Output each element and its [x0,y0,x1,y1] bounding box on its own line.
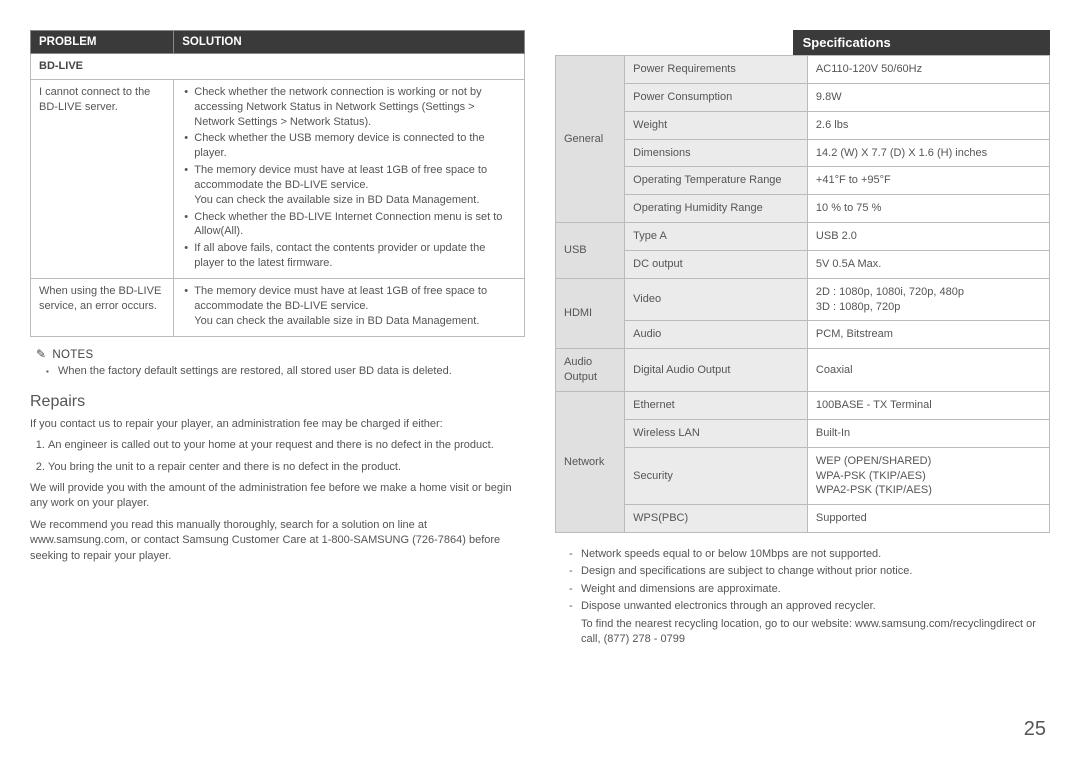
spec-value: 2.6 lbs [807,111,1049,139]
bullet-item: Check whether the USB memory device is c… [182,131,516,161]
spec-value: Coaxial [807,349,1049,392]
list-item: An engineer is called out to your home a… [48,438,525,453]
bullet-item: The memory device must have at least 1GB… [182,284,516,329]
note-item: When the factory default settings are re… [36,364,525,379]
spec-value: 9.8W [807,83,1049,111]
problem-cell: I cannot connect to the BD-LIVE server. [31,79,174,278]
spec-param: WPS(PBC) [625,505,808,533]
spec-param: Ethernet [625,391,808,419]
spec-footnotes: Network speeds equal to or below 10Mbps … [569,547,1050,647]
spec-param: Weight [625,111,808,139]
spec-param: Type A [625,223,808,251]
bullet-subtext: You can check the available size in BD D… [194,193,516,208]
footnote: Dispose unwanted electronics through an … [569,599,1050,614]
footnote: Weight and dimensions are approximate. [569,582,1050,597]
spec-param: DC output [625,250,808,278]
spec-category: General [556,56,625,223]
notes-heading: NOTES [36,347,525,361]
list-item: You bring the unit to a repair center an… [48,460,525,475]
spec-value: AC110-120V 50/60Hz [807,56,1049,84]
bullet-item: The memory device must have at least 1GB… [182,163,516,208]
section-bdlive: BD-Live [31,54,525,80]
spec-value: USB 2.0 [807,223,1049,251]
spec-value: 2D : 1080p, 1080i, 720p, 480p 3D : 1080p… [807,278,1049,321]
right-column: Specifications General Power Requirement… [540,30,1050,741]
spec-value: Built-In [807,419,1049,447]
spec-param: Digital Audio Output [625,349,808,392]
repairs-heading: Repairs [30,393,525,411]
bullet-text: The memory device must have at least 1GB… [194,164,487,191]
spec-value: WEP (OPEN/SHARED) WPA-PSK (TKIP/AES) WPA… [807,447,1049,505]
repairs-p2: We will provide you with the amount of t… [30,481,525,512]
th-problem: Problem [31,31,174,54]
specifications-heading: Specifications [793,30,1050,55]
spec-category: Network [556,391,625,532]
problem-cell: When using the BD-LIVE service, an error… [31,278,174,336]
table-row: When using the BD-LIVE service, an error… [31,278,525,336]
page-number: 25 [1024,718,1046,741]
solution-cell: Check whether the network connection is … [174,79,525,278]
bullet-item: Check whether the BD-LIVE Internet Conne… [182,210,516,240]
spec-category: HDMI [556,278,625,349]
repairs-intro: If you contact us to repair your player,… [30,417,525,432]
bullet-subtext: You can check the available size in BD D… [194,314,516,329]
spec-param: Video [625,278,808,321]
spec-param: Dimensions [625,139,808,167]
spec-category: Audio Output [556,349,625,392]
spec-table: General Power Requirements AC110-120V 50… [555,55,1050,533]
spec-category: USB [556,223,625,279]
spec-param: Audio [625,321,808,349]
repairs-p3: We recommend you read this manually thor… [30,518,525,564]
th-solution: Solution [174,31,525,54]
spec-value: 10 % to 75 % [807,195,1049,223]
spec-param: Operating Temperature Range [625,167,808,195]
spec-param: Power Requirements [625,56,808,84]
bullet-text: The memory device must have at least 1GB… [194,285,487,312]
spec-param: Security [625,447,808,505]
spec-value: 14.2 (W) X 7.7 (D) X 1.6 (H) inches [807,139,1049,167]
spec-value: Supported [807,505,1049,533]
spec-param: Operating Humidity Range [625,195,808,223]
spec-param: Wireless LAN [625,419,808,447]
footnote: Design and specifications are subject to… [569,564,1050,579]
bullet-item: If all above fails, contact the contents… [182,241,516,271]
bullet-item: Check whether the network connection is … [182,85,516,130]
footnote-continuation: To find the nearest recycling location, … [569,617,1050,648]
solution-cell: The memory device must have at least 1GB… [174,278,525,336]
footnote: Network speeds equal to or below 10Mbps … [569,547,1050,562]
spec-param: Power Consumption [625,83,808,111]
left-column: Problem Solution BD-Live I cannot connec… [30,30,540,741]
table-row: I cannot connect to the BD-LIVE server. … [31,79,525,278]
repairs-list: An engineer is called out to your home a… [30,438,525,475]
spec-value: 100BASE - TX Terminal [807,391,1049,419]
spec-value: +41°F to +95°F [807,167,1049,195]
spec-value: 5V 0.5A Max. [807,250,1049,278]
troubleshooting-table: Problem Solution BD-Live I cannot connec… [30,30,525,337]
notes-block: NOTES When the factory default settings … [36,347,525,379]
spec-value: PCM, Bitstream [807,321,1049,349]
